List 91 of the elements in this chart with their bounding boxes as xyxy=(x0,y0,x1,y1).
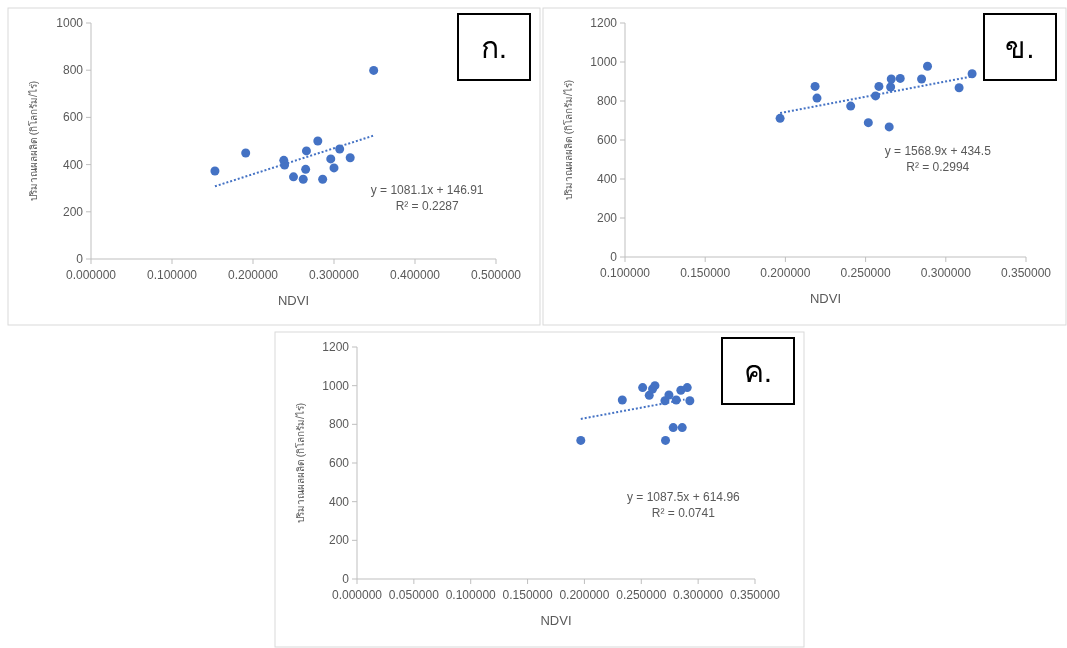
point xyxy=(923,61,933,71)
annotation: y = 1087.5x + 614.96 xyxy=(626,490,741,505)
point xyxy=(967,69,977,79)
y-tick-label: 0 xyxy=(76,252,84,266)
point xyxy=(886,74,896,84)
x-tick-label: 0.400000 xyxy=(389,268,441,282)
y-tick-label: 800 xyxy=(328,417,350,432)
chart-title: ข. xyxy=(1005,31,1035,64)
y-tick-label: 200 xyxy=(328,533,350,548)
x-tick-label: 0.300000 xyxy=(673,588,724,602)
point xyxy=(289,172,298,182)
x-axis-title: NDVI xyxy=(540,613,572,628)
x-tick-label: 0.250000 xyxy=(840,266,891,280)
y-tick-label: 400 xyxy=(62,157,84,172)
x-tick-label: 0.500000 xyxy=(470,268,522,282)
point xyxy=(677,423,687,433)
point xyxy=(775,113,785,123)
y-tick-label: 600 xyxy=(328,456,350,470)
y-tick-label: 800 xyxy=(596,94,618,108)
point xyxy=(668,423,678,433)
x-tick-label: 0.200000 xyxy=(559,588,610,602)
annotation: R² = 0.2994 xyxy=(906,160,970,175)
y-tick-label: 400 xyxy=(328,494,350,509)
y-axis-title: ปริมาณผลผลิต (กิโลกรัม/ไร่) xyxy=(562,79,574,201)
chart-title: ก. xyxy=(480,31,508,64)
point xyxy=(345,153,355,163)
point xyxy=(884,122,894,132)
x-tick-label: 0.150000 xyxy=(502,588,553,602)
point xyxy=(954,83,964,93)
y-tick-label: 200 xyxy=(62,204,84,219)
y-tick-label: 800 xyxy=(62,63,84,78)
x-tick-label: 0.300000 xyxy=(308,268,360,282)
point xyxy=(241,148,251,158)
x-axis-title: NDVI xyxy=(277,293,310,308)
y-tick-label: 0 xyxy=(610,250,618,264)
point xyxy=(682,383,692,393)
y-tick-label: 1200 xyxy=(322,340,350,354)
point xyxy=(874,81,884,91)
point xyxy=(895,73,905,83)
point xyxy=(846,101,856,111)
x-tick-label: 0.300000 xyxy=(920,266,972,280)
point xyxy=(886,82,896,92)
annotation: y = 1568.9x + 434.5 xyxy=(884,144,992,159)
y-tick-label: 600 xyxy=(62,110,84,125)
annotation: y = 1081.1x + 146.91 xyxy=(370,183,484,198)
point xyxy=(863,118,873,128)
point xyxy=(917,74,927,84)
point xyxy=(664,390,674,400)
x-tick-label: 0.200000 xyxy=(227,268,279,282)
point xyxy=(313,136,323,146)
point xyxy=(210,166,220,176)
x-tick-label: 0.100000 xyxy=(445,588,497,602)
point xyxy=(326,154,336,164)
point xyxy=(812,93,822,103)
point xyxy=(301,164,311,174)
x-tick-label: 0.250000 xyxy=(616,588,667,602)
y-tick-label: 1000 xyxy=(322,378,350,393)
chart-title: ค. xyxy=(743,355,773,388)
point xyxy=(318,174,328,184)
y-axis-title: ปริมาณผลผลิต (กิโลกรัม/ไร่) xyxy=(27,80,39,202)
x-tick-label: 0.350000 xyxy=(1000,266,1052,280)
x-axis-title: NDVI xyxy=(809,291,842,306)
point xyxy=(369,65,379,75)
point xyxy=(301,146,311,156)
x-tick-label: 0.150000 xyxy=(680,266,731,280)
annotation: R² = 0.2287 xyxy=(395,199,459,214)
point xyxy=(638,383,648,393)
y-tick-label: 1200 xyxy=(590,16,618,30)
point xyxy=(576,435,586,445)
point xyxy=(644,390,654,400)
x-tick-label: 0.350000 xyxy=(729,588,781,602)
x-tick-label: 0.000000 xyxy=(65,268,117,282)
x-tick-label: 0.100000 xyxy=(146,268,198,282)
point xyxy=(810,81,820,91)
point xyxy=(298,174,308,184)
y-tick-label: 600 xyxy=(596,133,618,147)
y-tick-label: 1000 xyxy=(56,16,84,30)
point xyxy=(661,435,671,445)
x-tick-label: 0.050000 xyxy=(388,588,440,602)
y-tick-label: 0 xyxy=(342,572,350,586)
y-tick-label: 1000 xyxy=(590,55,618,69)
annotation: R² = 0.0741 xyxy=(651,506,716,521)
x-tick-label: 0.000000 xyxy=(331,588,383,602)
y-tick-label: 400 xyxy=(596,172,618,186)
point xyxy=(329,163,339,173)
point xyxy=(685,396,695,406)
x-tick-label: 0.200000 xyxy=(760,266,811,280)
y-tick-label: 200 xyxy=(596,211,618,225)
point xyxy=(617,395,627,405)
y-axis-title: ปริมาณผลผลิต (กิโลกรัม/ไร่) xyxy=(294,402,306,524)
x-tick-label: 0.100000 xyxy=(599,266,651,280)
